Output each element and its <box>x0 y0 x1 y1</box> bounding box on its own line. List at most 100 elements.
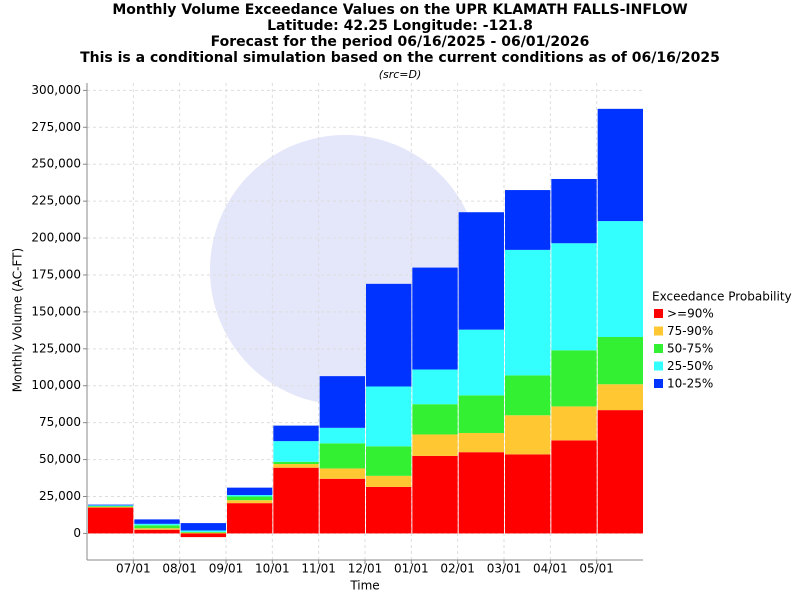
y-tick-label: 50,000 <box>39 452 81 466</box>
x-tick-label: 04/01 <box>533 562 568 576</box>
y-axis-title: Monthly Volume (AC-FT) <box>11 248 25 392</box>
bar-segment <box>366 446 412 476</box>
bar-segment <box>597 384 643 411</box>
bar-segment <box>180 532 226 534</box>
legend-label: 10-25% <box>667 377 713 391</box>
bar-segment <box>319 376 365 428</box>
x-tick-label: 05/01 <box>579 562 614 576</box>
y-tick-label: 150,000 <box>31 304 81 318</box>
bar-segment <box>551 406 597 441</box>
bar-segment <box>134 523 180 526</box>
bar-segment <box>458 212 504 330</box>
bar-segment <box>273 425 319 442</box>
legend-label: 75-90% <box>667 324 713 338</box>
bar-segment <box>412 404 458 435</box>
x-axis-title: Time <box>349 579 379 593</box>
bar-segment <box>88 505 134 507</box>
bar-segment <box>366 386 412 447</box>
title-line: Latitude: 42.25 Longitude: -121.8 <box>267 18 533 34</box>
bar-segment <box>505 454 551 534</box>
bar-segment <box>319 443 365 469</box>
x-tick-label: 03/01 <box>487 562 522 576</box>
x-tick-label: 08/01 <box>162 562 197 576</box>
bar-segment <box>597 221 643 338</box>
y-tick-label: 275,000 <box>31 120 81 134</box>
bar-segment <box>412 434 458 456</box>
bar-segment <box>505 375 551 416</box>
bar-segment <box>366 475 412 487</box>
legend-label: 25-50% <box>667 359 713 373</box>
y-tick-label: 250,000 <box>31 157 81 171</box>
legend-swatch <box>654 379 663 388</box>
bar-segment <box>227 487 273 496</box>
y-tick-label: 25,000 <box>39 489 81 503</box>
title-line: This is a conditional simulation based o… <box>80 50 720 66</box>
bar-segment <box>458 395 504 433</box>
bar-segment <box>551 350 597 407</box>
x-tick-label: 01/01 <box>394 562 429 576</box>
bar-segment <box>88 507 134 534</box>
x-tick-label: 10/01 <box>255 562 290 576</box>
x-tick-label: 12/01 <box>348 562 383 576</box>
x-tick-label: 02/01 <box>440 562 475 576</box>
bar-segment <box>551 243 597 351</box>
bar-segment <box>227 500 273 504</box>
y-tick-label: 175,000 <box>31 267 81 281</box>
bar-segment <box>88 504 134 506</box>
x-tick-label: 11/01 <box>301 562 336 576</box>
bar-segment <box>319 427 365 444</box>
legend-swatch <box>654 309 663 318</box>
bar-segment <box>505 190 551 250</box>
y-tick-label: 300,000 <box>31 83 81 97</box>
legend-swatch <box>654 361 663 371</box>
bar-segment <box>458 432 504 453</box>
bar-segment <box>180 531 226 533</box>
y-tick-label: 225,000 <box>31 194 81 208</box>
y-tick-label: 200,000 <box>31 231 81 245</box>
bar-segment <box>505 249 551 376</box>
bar-segment <box>273 461 319 465</box>
bar-segment <box>319 468 365 479</box>
legend-swatch <box>654 344 663 353</box>
bar-segment <box>597 337 643 385</box>
bar-segment <box>273 441 319 462</box>
bar-segment <box>366 283 412 387</box>
y-tick-label: 0 <box>73 526 81 540</box>
y-tick-label: 75,000 <box>39 415 81 429</box>
bar-segment <box>273 464 319 468</box>
y-tick-label: 125,000 <box>31 341 81 355</box>
bar-segment <box>597 410 643 534</box>
bar-segment <box>88 506 134 507</box>
legend-label: 50-75% <box>667 342 713 356</box>
x-tick-label: 07/01 <box>116 562 151 576</box>
bar-segment <box>273 467 319 534</box>
bar-segment <box>319 478 365 534</box>
bar-segment <box>551 178 597 244</box>
bar-segment <box>134 519 180 524</box>
bar-segment <box>458 452 504 534</box>
bar-segment <box>180 530 226 532</box>
bar-segment <box>458 329 504 396</box>
bar-segment <box>505 415 551 455</box>
subtitle: (src=D) <box>379 68 422 81</box>
bar-segment <box>227 495 273 497</box>
bar-segment <box>597 108 643 222</box>
bar-segment <box>227 503 273 534</box>
title-line: Forecast for the period 06/16/2025 - 06/… <box>211 34 590 50</box>
bar-segment <box>180 523 226 531</box>
legend-title: Exceedance Probability <box>652 290 792 304</box>
bar-segment <box>412 455 458 534</box>
bar-segment <box>551 440 597 534</box>
y-tick-label: 100,000 <box>31 378 81 392</box>
bar-segment <box>227 496 273 501</box>
x-tick-label: 09/01 <box>209 562 244 576</box>
bar-segment <box>412 369 458 405</box>
bar-segment <box>366 486 412 534</box>
bar-segment <box>180 533 226 538</box>
title-line: Monthly Volume Exceedance Values on the … <box>112 2 687 18</box>
bar-segment <box>88 506 134 508</box>
legend-label: >=90% <box>667 307 714 321</box>
legend-swatch <box>654 326 663 336</box>
